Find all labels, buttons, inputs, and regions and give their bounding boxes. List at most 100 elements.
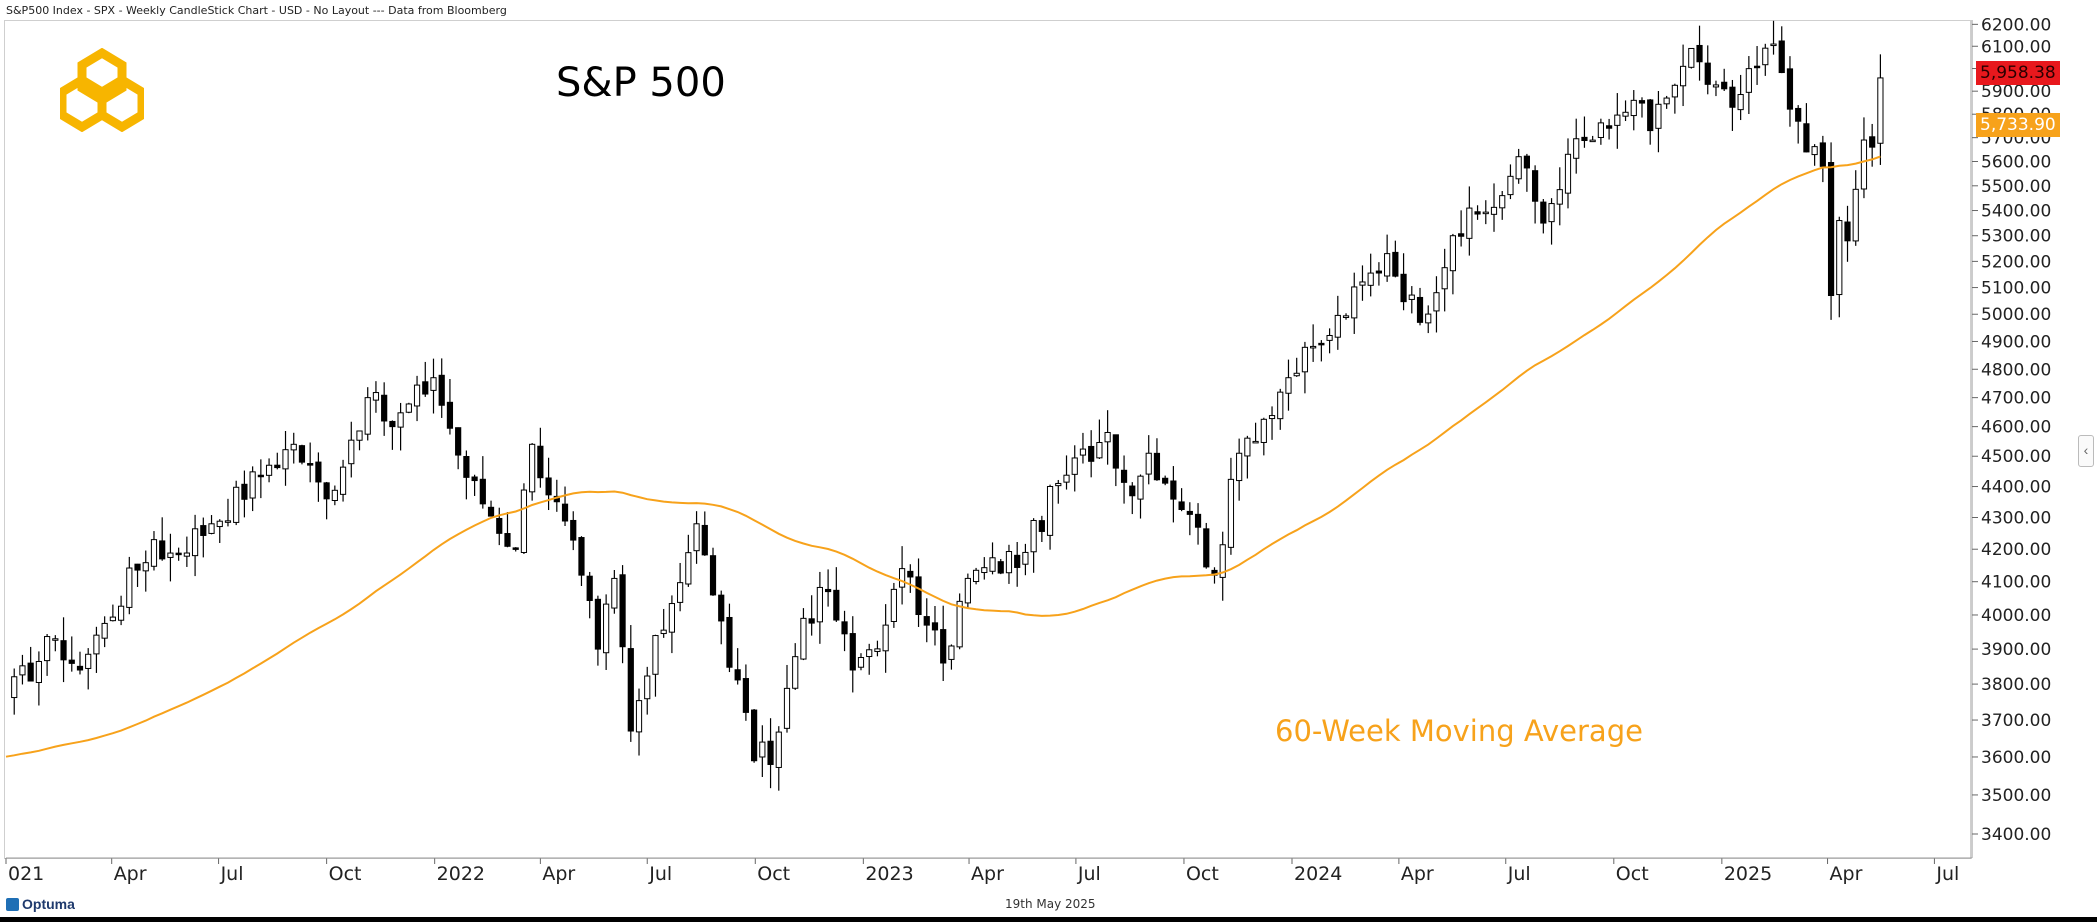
candle-body	[1392, 251, 1399, 277]
candle-body	[1679, 65, 1687, 87]
candle-body	[1819, 142, 1826, 167]
candle-body	[940, 629, 947, 664]
candle-body	[463, 456, 470, 478]
candle-body	[1688, 47, 1695, 68]
candle-body	[315, 461, 322, 483]
candle-body	[364, 397, 371, 435]
candle-body	[1606, 125, 1613, 129]
candle-body	[323, 482, 330, 500]
candle-body	[668, 603, 676, 633]
candle-body	[1515, 156, 1522, 180]
candle-body	[1721, 81, 1728, 90]
candle-body	[1088, 445, 1095, 462]
candle-body	[800, 617, 807, 660]
candle-body	[1268, 415, 1276, 420]
candle-body	[742, 678, 749, 713]
candle-body	[1112, 434, 1119, 469]
candle-body	[1655, 103, 1662, 129]
candle-body	[1827, 162, 1835, 297]
chart-source-line: S&P500 Index - SPX - Weekly CandleStick …	[6, 4, 507, 17]
candle-body	[718, 594, 725, 622]
candle-body	[1869, 136, 1876, 148]
candle-body	[200, 525, 207, 536]
y-tick-label: 4200.00	[1981, 540, 2051, 560]
candle-body	[117, 605, 125, 621]
y-tick-label: 4400.00	[1981, 478, 2051, 498]
candle-body	[594, 598, 602, 650]
y-tick-label: 5500.00	[1981, 177, 2051, 197]
candle-body	[603, 603, 610, 654]
candle-body	[1137, 475, 1144, 500]
candle-body	[1277, 391, 1284, 420]
candle-body	[751, 709, 758, 762]
candle-body	[422, 381, 429, 395]
candle-body	[85, 653, 92, 669]
candle-body	[1532, 170, 1539, 202]
candle-body	[1260, 418, 1267, 443]
candle-body	[1466, 207, 1473, 239]
candle-body	[866, 649, 873, 658]
candle-body	[1186, 510, 1193, 515]
candle-body	[1178, 501, 1185, 510]
x-tick-label: 2025	[1724, 863, 1772, 885]
y-tick-label: 4100.00	[1981, 573, 2051, 593]
candle-body	[1384, 253, 1391, 277]
candle-body	[307, 463, 314, 466]
candle-body	[1310, 345, 1317, 349]
candle-body	[1055, 482, 1062, 487]
candle-body	[142, 562, 149, 572]
candle-body	[183, 552, 190, 557]
candle-body	[496, 517, 503, 534]
candle-body	[1458, 233, 1465, 237]
y-tick-label: 4500.00	[1981, 447, 2051, 467]
optuma-brand: Optuma	[6, 896, 75, 912]
y-tick-label: 4000.00	[1981, 606, 2051, 626]
candle-body	[150, 539, 158, 567]
candle-body	[1490, 206, 1498, 215]
candle-body	[1038, 520, 1045, 532]
y-tick-label: 3700.00	[1981, 711, 2051, 731]
y-tick-label: 3400.00	[1981, 825, 2051, 845]
candle-body	[1770, 43, 1777, 47]
candle-body	[44, 636, 51, 662]
candle-body	[134, 563, 141, 571]
candle-body	[1203, 528, 1210, 568]
candle-body	[60, 640, 67, 661]
candle-body	[1762, 47, 1769, 66]
candle-body	[1638, 100, 1646, 104]
candle-body	[1236, 452, 1243, 482]
candle-body	[644, 675, 651, 700]
candle-body	[783, 687, 791, 729]
footer-date: 19th May 2025	[1005, 897, 1096, 911]
candle-body	[381, 394, 388, 422]
candle-body	[1252, 440, 1259, 444]
x-tick-label: Jul	[1077, 863, 1101, 885]
candle-body	[931, 622, 939, 631]
candle-body	[1474, 211, 1481, 215]
collapse-panel-button[interactable]: ‹	[2078, 435, 2094, 467]
x-tick-label: Apr	[971, 863, 1004, 885]
candle-body	[27, 662, 34, 682]
x-tick-label: Oct	[329, 863, 362, 885]
candle-body	[709, 555, 717, 596]
candle-body	[792, 656, 799, 689]
candle-body	[1416, 296, 1424, 323]
y-tick-label: 5100.00	[1981, 279, 2051, 299]
candle-body	[233, 486, 240, 523]
candle-body	[1704, 62, 1711, 85]
candle-body	[1063, 474, 1070, 483]
candle-body	[1482, 211, 1489, 215]
y-tick-label: 4700.00	[1981, 389, 2051, 409]
candle-body	[76, 665, 84, 671]
candle-body	[109, 616, 116, 622]
candle-body	[290, 443, 297, 451]
y-tick-label: 6200.00	[1981, 15, 2051, 35]
candle-body	[948, 645, 955, 660]
candle-body	[1046, 485, 1054, 536]
candle-body	[208, 523, 215, 534]
candle-body	[1630, 99, 1637, 117]
candle-body	[52, 638, 59, 641]
moving-average-annotation: 60-Week Moving Average	[1275, 714, 1643, 748]
candle-body	[890, 588, 897, 622]
